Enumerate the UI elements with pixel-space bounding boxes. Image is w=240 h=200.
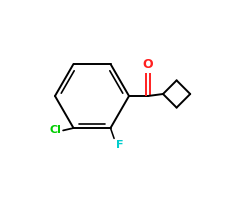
Text: O: O: [143, 58, 153, 71]
Text: Cl: Cl: [49, 125, 61, 135]
Text: F: F: [116, 140, 123, 150]
